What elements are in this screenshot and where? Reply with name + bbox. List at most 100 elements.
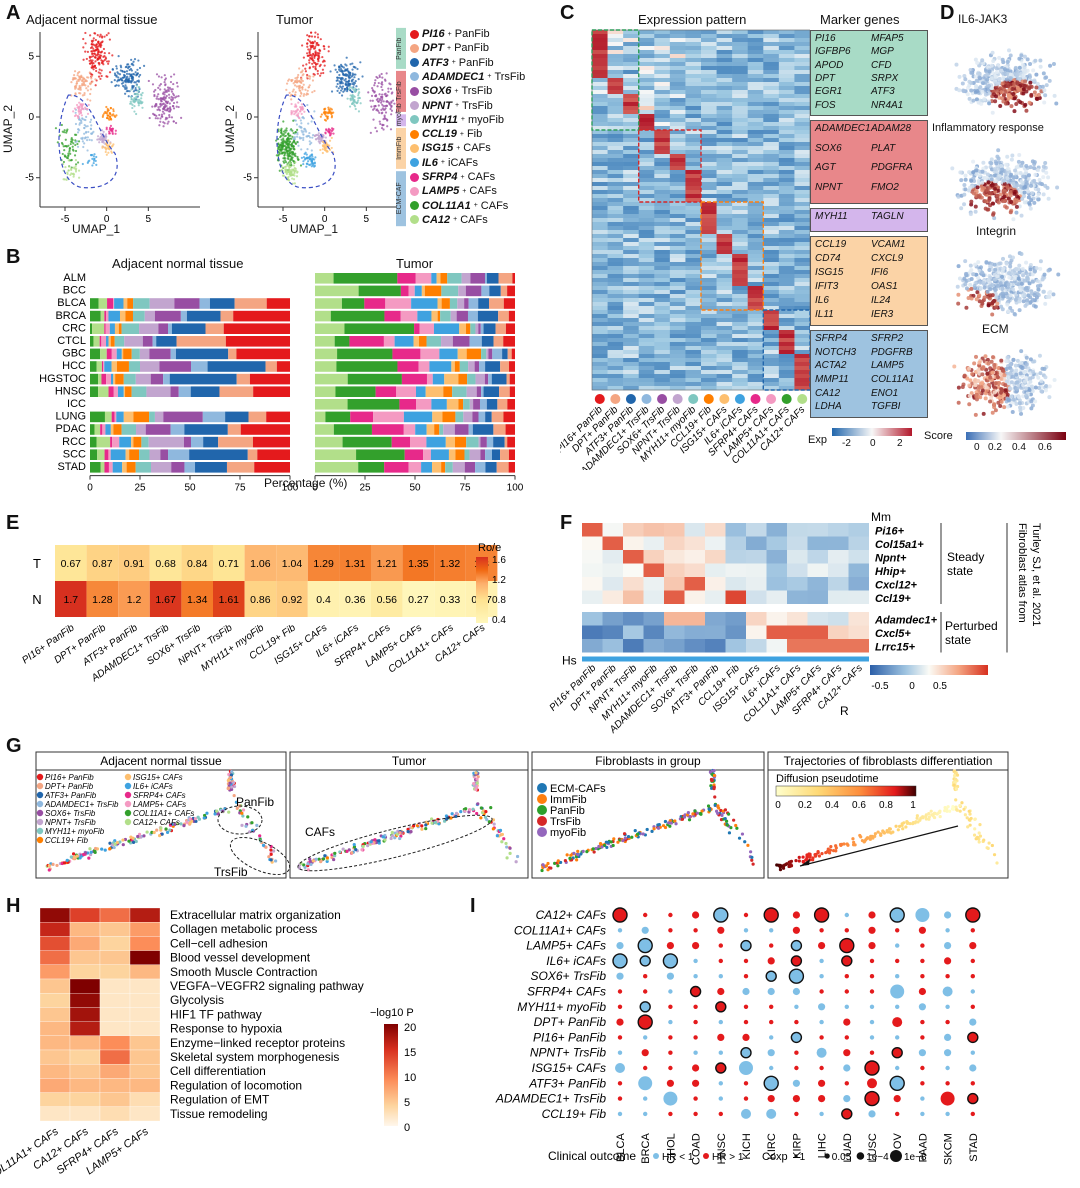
umap-point — [171, 88, 174, 91]
umap-point — [351, 62, 354, 65]
stack-tumor-title: Tumor — [396, 256, 434, 271]
legend-dot — [410, 215, 419, 225]
umap-point — [89, 127, 93, 131]
score-point — [969, 202, 974, 207]
heat-cell — [669, 146, 686, 151]
heat-cell — [669, 374, 686, 379]
umap-point — [162, 125, 165, 128]
stack-segment — [495, 323, 506, 334]
heat-cell — [763, 66, 780, 71]
marker-gene: ISG15 — [815, 267, 844, 278]
umap-point — [327, 106, 330, 109]
heat-cell — [778, 210, 795, 215]
stack-segment — [476, 386, 482, 397]
heat-cell — [763, 194, 780, 199]
stack-segment — [335, 386, 376, 397]
heat-cell — [638, 374, 655, 379]
heat-cell — [778, 370, 795, 375]
stack-segment — [481, 348, 487, 360]
heat-cell — [794, 162, 810, 167]
heat-cell — [669, 198, 686, 203]
umap-point — [137, 80, 140, 83]
umap-point — [330, 136, 333, 139]
stack-segment — [154, 310, 181, 322]
heat-cell — [763, 314, 780, 319]
heat-cell — [763, 206, 780, 211]
heat-cell — [732, 378, 749, 383]
umap-point — [120, 79, 124, 82]
heat-cell — [638, 358, 655, 363]
score-point — [1023, 68, 1028, 73]
heat-cell — [794, 138, 810, 143]
umap-point — [320, 139, 323, 142]
stack-segment — [475, 373, 485, 385]
heat-cell — [716, 214, 733, 219]
heat-cell — [592, 302, 608, 307]
score-point — [1021, 91, 1026, 96]
score-point — [969, 286, 974, 291]
umap-point — [301, 116, 305, 119]
stack-segment — [123, 348, 132, 360]
score-point — [1017, 76, 1022, 81]
score-point — [1038, 64, 1043, 69]
umap-point — [61, 143, 64, 146]
umap-point — [75, 84, 78, 87]
stack-segment — [479, 361, 486, 372]
umap-point — [135, 89, 138, 92]
stack-segment — [436, 273, 441, 284]
umap-point — [299, 91, 303, 94]
score-point — [993, 82, 998, 87]
heat-cell — [607, 338, 624, 343]
umap-point — [114, 115, 117, 118]
legend-gene: ISG15 — [422, 142, 454, 155]
stack-segment — [116, 348, 122, 360]
heat-cell — [747, 386, 764, 391]
umap-point — [301, 88, 304, 91]
heat-cell — [654, 326, 671, 331]
heat-cell — [701, 266, 717, 271]
heat-cell — [732, 374, 749, 379]
umap-point — [162, 91, 165, 94]
heat-cell — [763, 318, 780, 323]
heat-cell — [747, 370, 764, 375]
stack-segment — [457, 298, 465, 309]
heat-cell — [778, 286, 795, 291]
heat-cell — [638, 386, 655, 391]
heat-cell — [763, 322, 780, 327]
heat-cell — [638, 270, 655, 275]
marker-gene: IER3 — [871, 309, 894, 320]
umap-point — [295, 85, 298, 88]
stack-segment — [90, 361, 97, 372]
heat-cell — [732, 74, 749, 79]
heat-cell — [654, 210, 671, 215]
heat-cell — [794, 122, 810, 127]
stack-segment — [122, 462, 127, 473]
legend-type: PanFib — [458, 56, 494, 69]
heat-cell — [654, 270, 671, 275]
heat-cell — [778, 362, 795, 367]
score-point — [1037, 177, 1042, 182]
umap-point — [280, 129, 283, 132]
legend-dot — [410, 86, 419, 96]
heat-cell — [747, 206, 764, 211]
umap-point — [384, 92, 387, 95]
umap-point — [292, 82, 295, 85]
umap-point — [95, 155, 98, 159]
heat-cell — [592, 70, 608, 75]
heat-cell — [685, 206, 702, 211]
umap-point — [302, 73, 305, 76]
umap-point — [341, 69, 344, 72]
heat-cell — [778, 214, 795, 219]
stack-segment — [469, 336, 482, 347]
umap-point — [344, 87, 347, 91]
umap-point — [89, 99, 92, 102]
umap-point — [89, 153, 93, 157]
umap-point — [309, 48, 312, 51]
heat-cell — [592, 178, 608, 183]
stack-segment — [227, 424, 241, 435]
marker-gene: ENO1 — [871, 387, 899, 399]
stack-segment — [90, 449, 98, 460]
score-point — [980, 58, 985, 63]
score-point — [1017, 65, 1022, 70]
heat-cell — [607, 382, 624, 387]
